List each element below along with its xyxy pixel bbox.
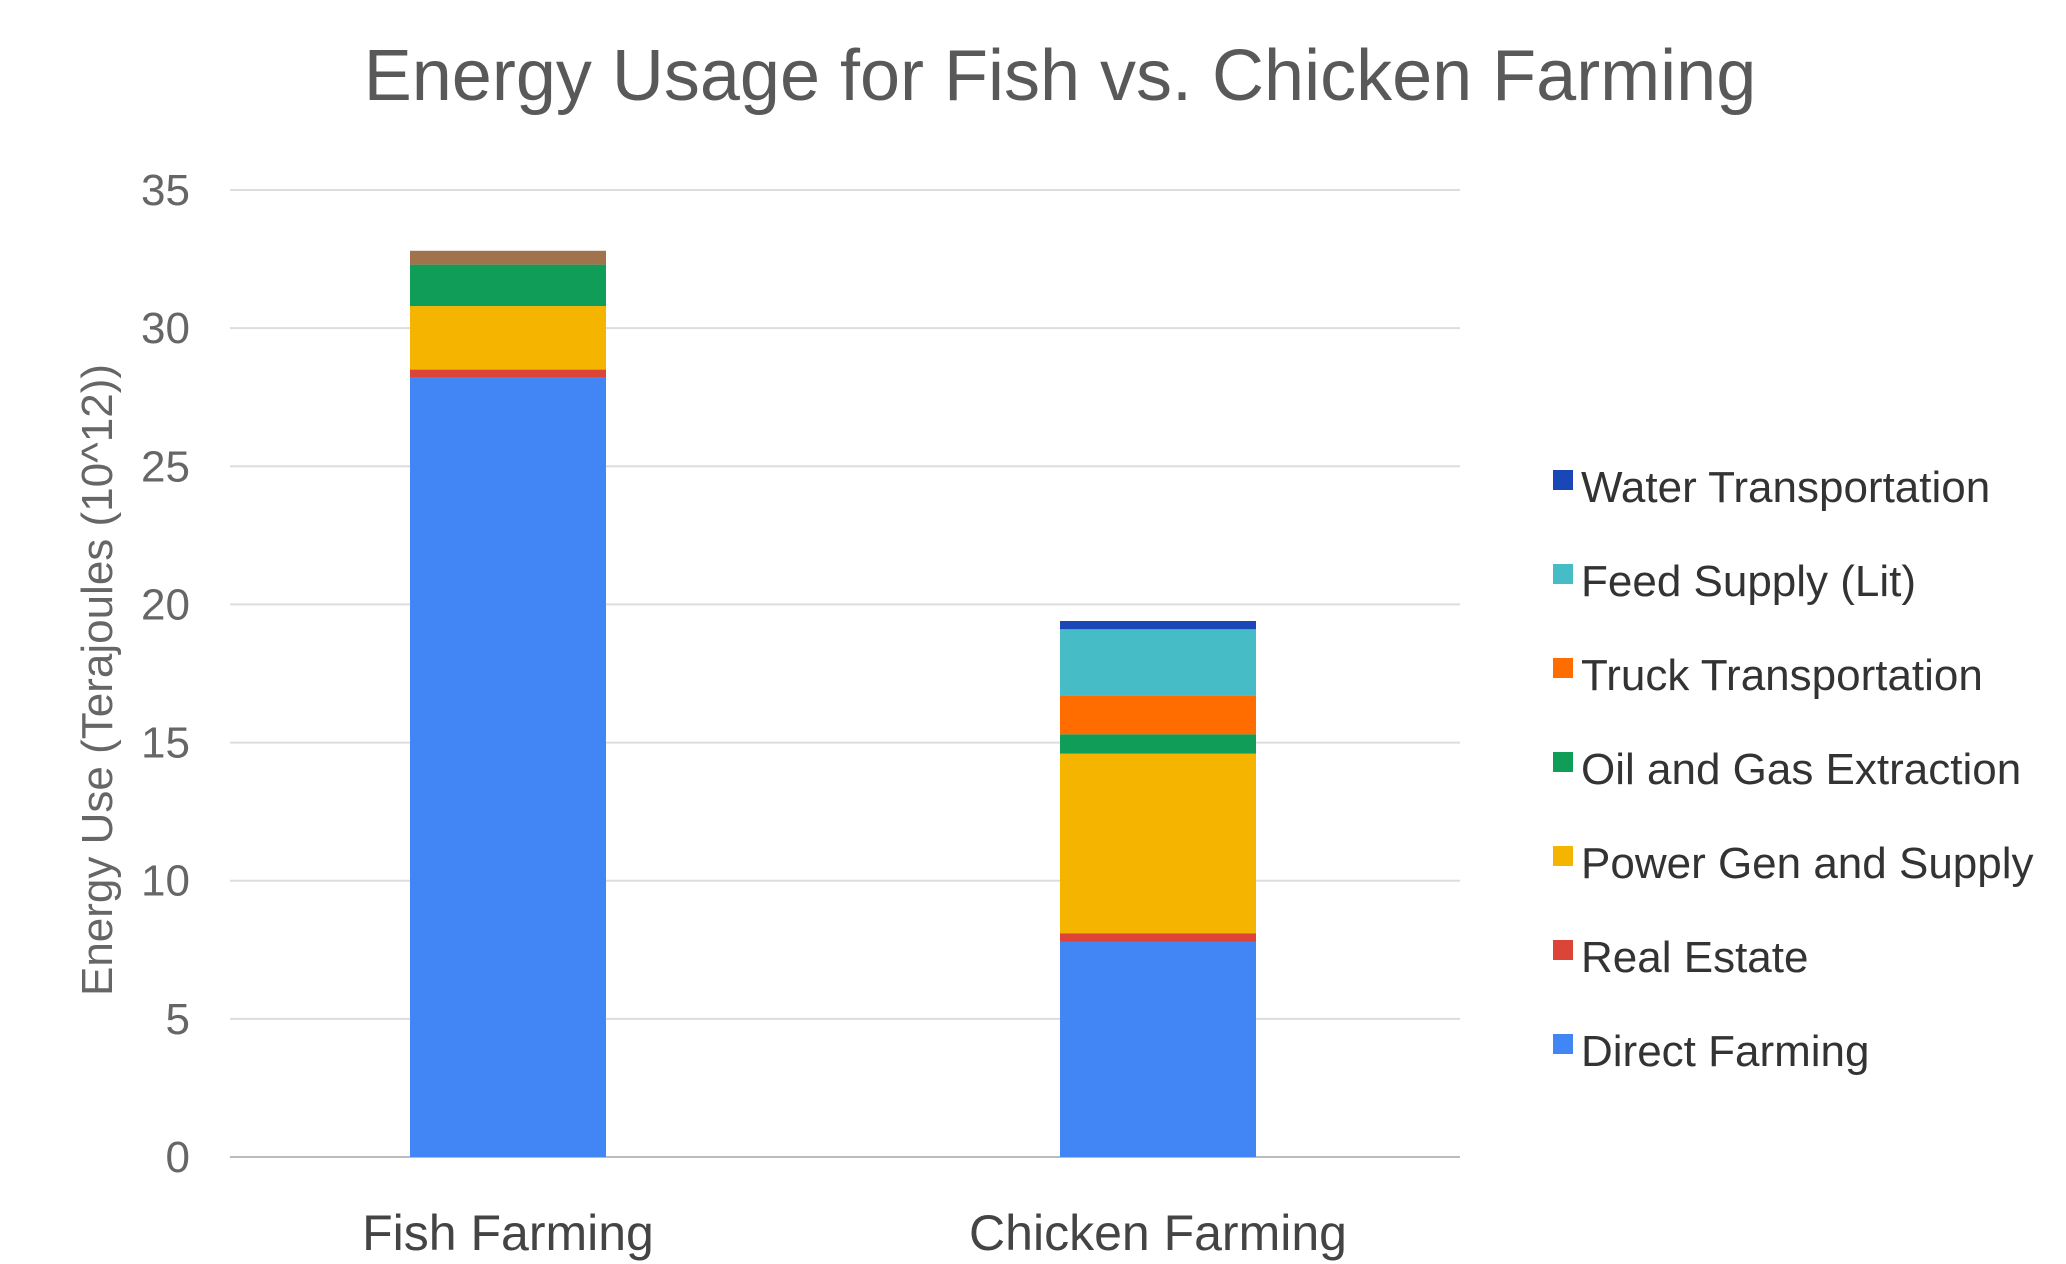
y-tick-label: 15 (141, 719, 190, 768)
legend-swatch (1553, 564, 1573, 584)
bar-segment (410, 250, 606, 265)
y-tick-label: 5 (166, 995, 190, 1044)
legend-label: Real Estate (1581, 933, 1808, 982)
bar-segment (410, 377, 606, 1158)
bar-segment (410, 306, 606, 370)
legend-label: Power Gen and Supply (1581, 839, 2034, 888)
x-category-label: Fish Farming (362, 1205, 654, 1261)
bar-segment (1060, 933, 1256, 942)
legend-label: Oil and Gas Extraction (1581, 745, 2021, 794)
y-axis-label: Energy Use (Terajoules (10^12)) (73, 364, 122, 996)
legend-label: Water Transportation (1581, 463, 1990, 512)
y-tick-label: 35 (141, 166, 190, 215)
legend-swatch (1553, 470, 1573, 490)
legend-swatch (1553, 1034, 1573, 1054)
x-category-label: Chicken Farming (969, 1205, 1347, 1261)
bar-segment (1060, 734, 1256, 754)
chart-title: Energy Usage for Fish vs. Chicken Farmin… (364, 36, 1757, 116)
bar-segment (1060, 941, 1256, 1157)
legend-label: Direct Farming (1581, 1027, 1870, 1076)
y-tick-label: 20 (141, 580, 190, 629)
y-tick-label: 30 (141, 304, 190, 353)
y-tick-label: 0 (166, 1133, 190, 1182)
y-tick-label: 10 (141, 857, 190, 906)
y-axis-ticks: 0 5 10 15 20 25 30 35 (141, 166, 190, 1182)
bar-segment (1060, 629, 1256, 696)
legend-swatch (1553, 940, 1573, 960)
bar-segment (410, 264, 606, 307)
bars (410, 250, 1256, 1158)
legend-swatch (1553, 658, 1573, 678)
bar-segment (1060, 621, 1256, 630)
legend-swatch (1553, 846, 1573, 866)
legend: Water Transportation Feed Supply (Lit) Tru… (1553, 463, 2034, 1076)
y-tick-label: 25 (141, 442, 190, 491)
legend-swatch (1553, 752, 1573, 772)
legend-label: Feed Supply (Lit) (1581, 557, 1916, 606)
bar-segment (410, 369, 606, 378)
bar-segment (1060, 695, 1256, 735)
bar-segment (1060, 753, 1256, 934)
x-axis-categories: Fish Farming Chicken Farming (362, 1205, 1347, 1261)
legend-label: Truck Transportation (1581, 651, 1983, 700)
